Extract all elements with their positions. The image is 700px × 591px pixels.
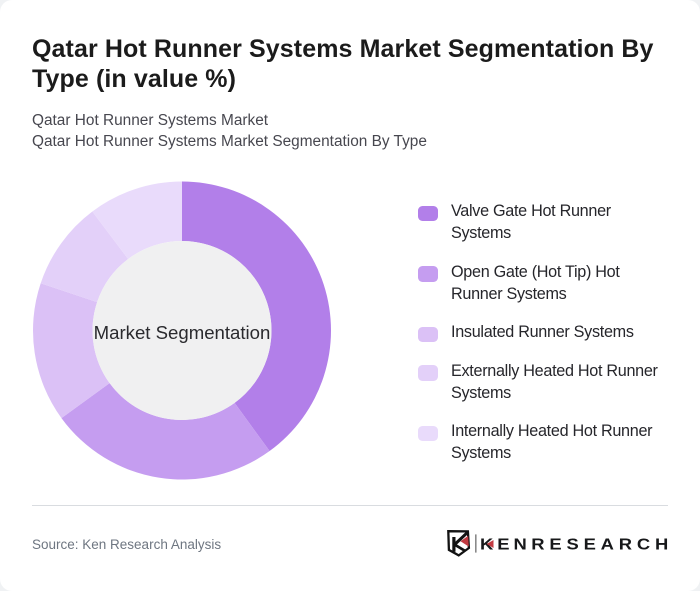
svg-text:KEN: KEN xyxy=(480,534,531,553)
svg-text:RESEARCH: RESEARCH xyxy=(531,534,673,553)
